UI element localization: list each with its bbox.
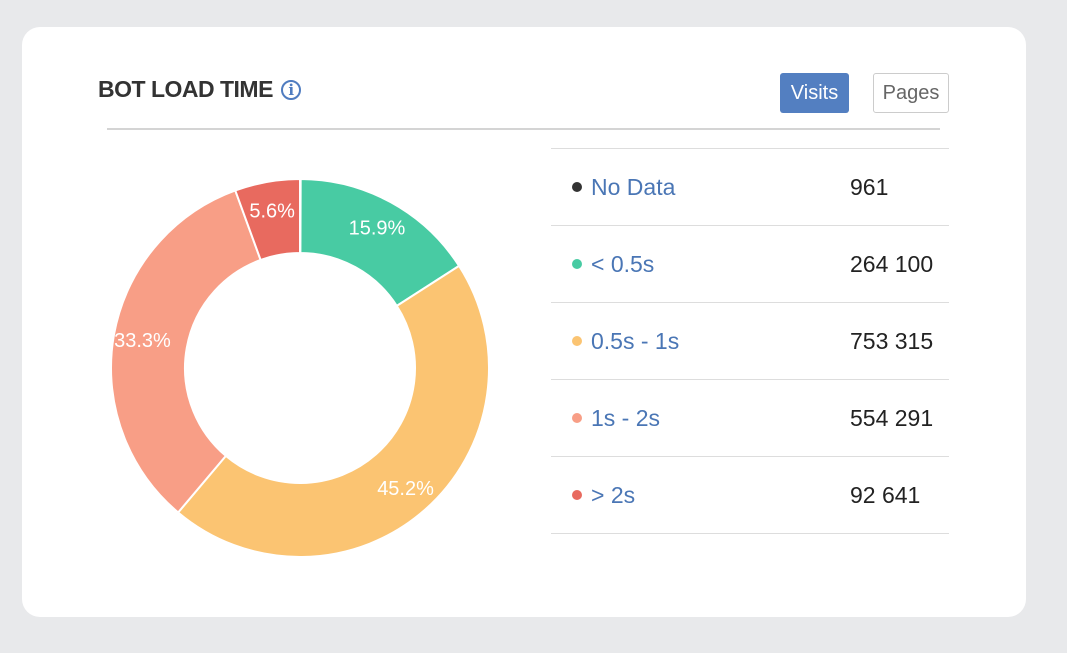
legend-value: 753 315 [850, 327, 934, 354]
legend-dot-icon [572, 413, 582, 423]
legend-label[interactable]: < 0.5s [591, 250, 655, 277]
legend-label[interactable]: 0.5s - 1s [591, 327, 680, 354]
donut-slice[interactable] [233, 177, 301, 262]
pages-button[interactable]: Pages [873, 73, 949, 113]
donut-slice[interactable] [110, 189, 262, 514]
widget-title: BOT LOAD TIME i [98, 76, 301, 103]
legend-value: 264 100 [850, 250, 934, 277]
info-icon[interactable]: i [280, 79, 301, 100]
legend-dot-icon [572, 336, 582, 346]
legend-label[interactable]: 1s - 2s [591, 404, 661, 431]
legend-dot-icon [572, 182, 582, 192]
legend-value: 92 641 [850, 481, 921, 508]
divider [107, 128, 940, 130]
slice-percent-label: 5.6% [249, 200, 295, 222]
legend-label[interactable]: No Data [591, 173, 676, 200]
legend-dot-icon [572, 490, 582, 500]
donut-slice[interactable] [176, 264, 490, 558]
legend-row: No Data 961 [551, 148, 949, 225]
visits-button[interactable]: Visits [780, 73, 849, 113]
legend-value: 961 [850, 173, 889, 200]
legend-row: 1s - 2s 554 291 [551, 379, 949, 456]
legend-dot-icon [572, 259, 582, 269]
slice-percent-label: 15.9% [349, 218, 406, 240]
legend-table: No Data 961 < 0.5s 264 100 0.5s - 1s 753… [551, 148, 949, 534]
legend-row: < 0.5s 264 100 [551, 225, 949, 302]
slice-percent-label: 45.2% [377, 478, 434, 500]
legend-value: 554 291 [850, 404, 934, 431]
legend-label[interactable]: > 2s [591, 481, 636, 508]
legend-row: 0.5s - 1s 753 315 [551, 302, 949, 379]
slice-percent-label: 33.3% [114, 330, 171, 352]
legend-row: > 2s 92 641 [551, 456, 949, 534]
title-text: BOT LOAD TIME [98, 76, 273, 102]
